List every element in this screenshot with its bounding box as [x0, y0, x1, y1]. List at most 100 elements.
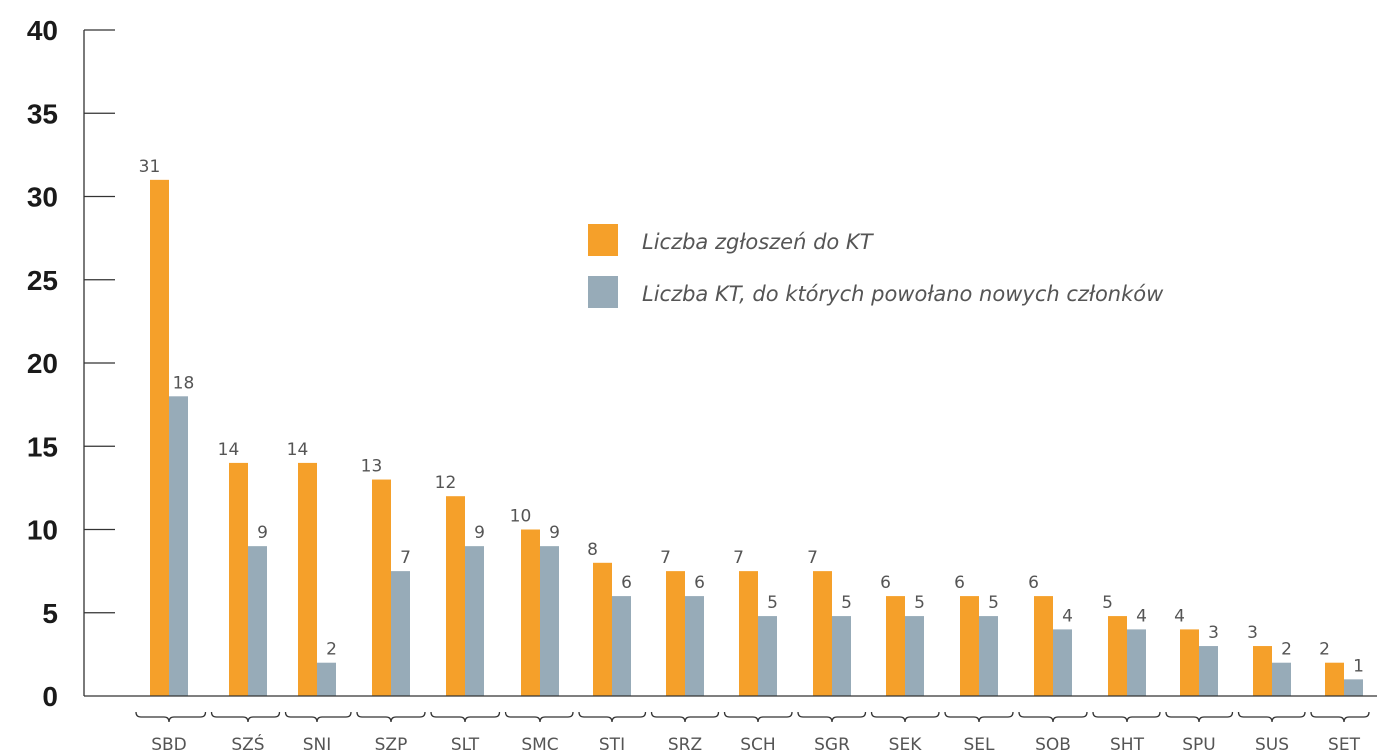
legend-item-orange: Liczba zgłoszeń do KT	[588, 224, 875, 256]
x-tick-label: SPU	[1182, 735, 1216, 755]
x-tick-label: SCH	[740, 735, 775, 755]
bar-zgloszen-spu	[1180, 629, 1199, 696]
y-tick-label: 5	[42, 598, 58, 629]
category-brace	[578, 711, 647, 723]
data-label: 5	[841, 593, 852, 613]
category-brace	[135, 711, 207, 723]
data-label: 1	[1353, 656, 1364, 676]
data-label: 5	[767, 593, 778, 613]
x-tick-label: SGR	[814, 735, 850, 755]
data-label: 4	[1174, 606, 1185, 626]
bar-powolano-sti	[612, 596, 631, 696]
bar-powolano-slt	[465, 546, 484, 696]
x-tick-label: SMC	[521, 735, 558, 755]
bar-zgloszen-szp	[372, 479, 391, 696]
data-label: 7	[807, 548, 818, 568]
bar-powolano-srz	[685, 596, 704, 696]
x-axis: SBD SZŚ SNI SZP SLT SMC STI SRZ SCH SGR SEK SEL SOB S…	[84, 695, 1377, 755]
data-label: 2	[1319, 640, 1330, 660]
y-tick-label: 0	[42, 681, 58, 712]
bar-zgloszen-slt	[446, 496, 465, 696]
bar-powolano-szp	[391, 571, 410, 696]
category-brace	[870, 711, 940, 723]
bar-powolano-sch	[758, 616, 777, 696]
x-tick-label: SOB	[1035, 735, 1071, 755]
legend-label-blue: Liczba KT, do których powołano nowych cz…	[642, 282, 1164, 306]
bar-zgloszen-sbd	[150, 179, 169, 697]
category-brace	[1310, 711, 1370, 723]
bar-powolano-sek	[905, 616, 924, 696]
data-label: 5	[988, 593, 999, 613]
x-tick-label: SBD	[151, 735, 187, 755]
data-label: 3	[1208, 623, 1219, 643]
x-tick-label: SUS	[1255, 735, 1289, 755]
x-tick-label: SZP	[375, 735, 408, 755]
data-label: 2	[326, 640, 337, 660]
category-brace	[504, 711, 574, 723]
data-label: 9	[257, 523, 268, 543]
x-tick-label: SRZ	[668, 735, 702, 755]
bar-zgloszen-sgr	[813, 571, 832, 696]
bar-zgloszen-sob	[1034, 596, 1053, 696]
bar-powolano-spu	[1199, 646, 1218, 696]
x-tick-label: SZŚ	[231, 733, 264, 755]
bar-zgloszen-sti	[593, 562, 612, 696]
bar-zgloszen-sni	[298, 462, 317, 696]
bar-zgloszen-sek	[886, 596, 905, 696]
data-label: 7	[660, 548, 671, 568]
data-label: 10	[510, 507, 532, 527]
data-label: 14	[287, 440, 309, 460]
data-label: 2	[1281, 640, 1292, 660]
category-brace	[797, 711, 867, 723]
bar-powolano-smc	[540, 546, 559, 696]
category-brace	[1092, 711, 1161, 723]
bar-zgloszen-sch	[739, 571, 758, 696]
data-label: 7	[733, 548, 744, 568]
data-label: 5	[914, 593, 925, 613]
data-label: 6	[621, 573, 632, 593]
data-label: 6	[694, 573, 705, 593]
category-brace	[1237, 711, 1306, 723]
data-label: 31	[139, 157, 161, 177]
bar-powolano-sni	[317, 662, 336, 696]
x-tick-label: SEL	[963, 735, 995, 755]
bar-zgloszen-sus	[1253, 646, 1272, 696]
bar-powolano-sus	[1272, 662, 1291, 696]
y-tick-label: 30	[27, 182, 58, 213]
legend-label-orange: Liczba zgłoszeń do KT	[642, 230, 875, 254]
data-label: 14	[218, 440, 240, 460]
bar-powolano-sel	[979, 616, 998, 696]
x-tick-label: SNI	[303, 735, 332, 755]
bar-powolano-set	[1344, 679, 1363, 696]
y-tick-label: 15	[27, 431, 58, 462]
bar-powolano-szś	[248, 546, 267, 696]
bar-zgloszen-srz	[666, 571, 685, 696]
category-brace	[1018, 711, 1088, 723]
data-label: 9	[549, 523, 560, 543]
category-brace	[284, 711, 352, 723]
category-brace	[723, 711, 793, 723]
legend-swatch-blue	[588, 276, 618, 308]
bars: 31 18 14 9 14 2 13 7 12 9 10 9 8 6 7 6 7 5 7 5 6 5 6 5 6 4 5 4 4 3 3 2 2…	[139, 157, 1364, 697]
data-label: 8	[587, 540, 598, 560]
bar-powolano-sbd	[169, 396, 188, 696]
y-tick-label: 10	[27, 515, 58, 546]
bar-zgloszen-sel	[960, 596, 979, 696]
data-label: 3	[1247, 623, 1258, 643]
x-tick-label: STI	[599, 735, 625, 755]
bar-zgloszen-set	[1325, 662, 1344, 696]
data-label: 6	[954, 573, 965, 593]
legend-swatch-orange	[588, 224, 618, 256]
y-tick-label: 20	[27, 348, 58, 379]
data-label: 12	[435, 473, 457, 493]
category-brace	[944, 711, 1014, 723]
legend: Liczba zgłoszeń do KT Liczba KT, do któr…	[588, 224, 1164, 308]
data-label: 6	[880, 573, 891, 593]
category-brace	[210, 711, 281, 723]
bar-zgloszen-szś	[229, 462, 248, 696]
y-axis: 0 5 10 15 20 25 30 35 40	[27, 15, 115, 712]
data-label: 5	[1102, 593, 1113, 613]
data-label: 18	[173, 373, 195, 393]
data-label: 4	[1136, 606, 1147, 626]
